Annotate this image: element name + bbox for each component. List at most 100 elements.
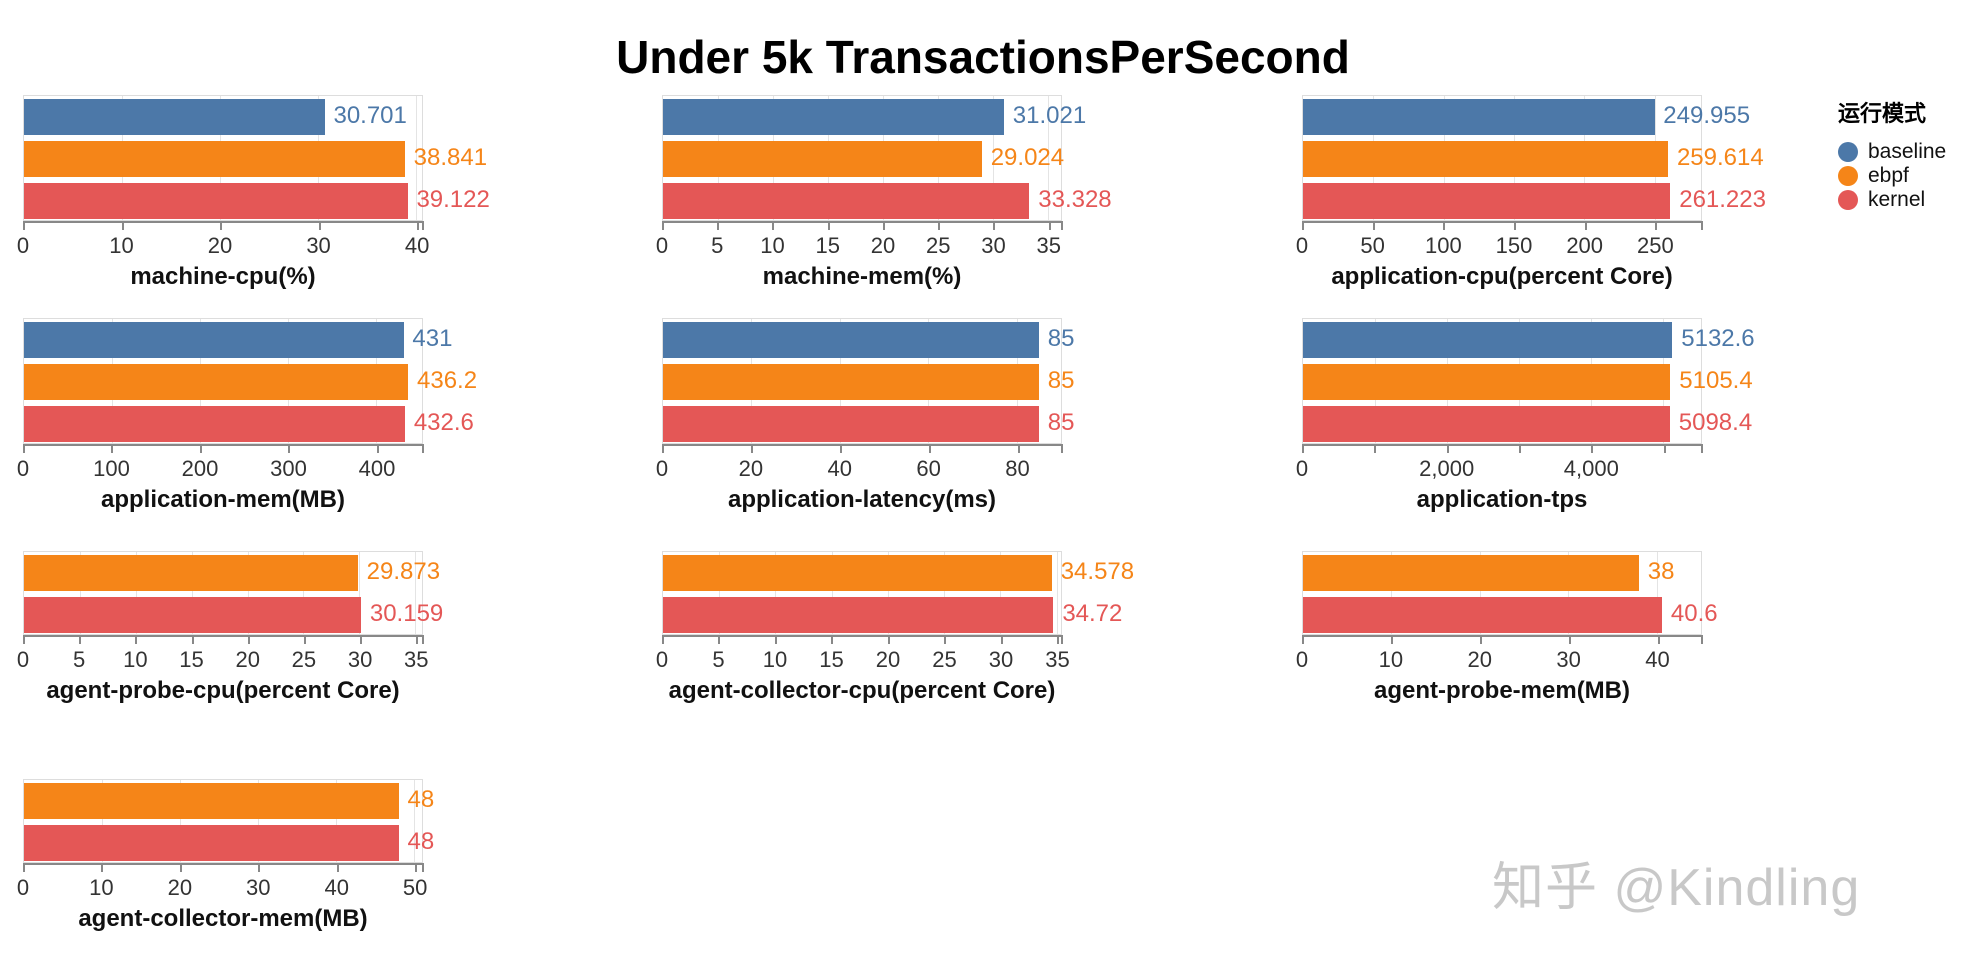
axis-tick <box>23 637 25 644</box>
gridline <box>247 552 249 634</box>
chart-application-cpu(percent Core): 249.955 259.614 261.223 0 50 100 150 200 250 appl… <box>1296 95 1842 301</box>
axis-tick <box>101 865 104 872</box>
watermark: 知乎 @Kindling <box>1492 859 1861 917</box>
tick-label: 40 <box>1645 647 1670 672</box>
bar-baseline <box>663 322 1039 358</box>
axis-tick <box>1390 637 1393 644</box>
axis-tick <box>23 223 25 230</box>
axis-tick <box>303 637 306 644</box>
bar-kernel <box>1303 406 1670 442</box>
x-axis-title: application-tps <box>1416 486 1588 513</box>
gridline <box>336 780 338 862</box>
tick-label: 5 <box>73 647 86 672</box>
value-label-ebpf: 29.024 <box>990 144 1065 171</box>
tick-label: 0 <box>1295 456 1309 481</box>
axis-tick <box>1701 446 1703 453</box>
axis-tick <box>135 637 138 644</box>
bar-baseline <box>24 99 325 135</box>
axis-tick <box>882 223 885 230</box>
tick-label: 30 <box>246 875 271 900</box>
plot-area <box>23 551 423 635</box>
bar-kernel <box>1303 183 1671 219</box>
tick-label: 15 <box>179 647 204 672</box>
x-axis-title: application-latency(ms) <box>727 486 997 513</box>
bar-ebpf <box>663 555 1052 591</box>
axis-tick <box>839 446 842 453</box>
bar-baseline <box>24 322 404 358</box>
bar-ebpf <box>663 364 1039 400</box>
axis-tick <box>993 223 996 230</box>
tick-label: 5 <box>711 233 724 258</box>
axis-tick <box>1372 223 1375 230</box>
tick-label: 20 <box>870 233 896 258</box>
x-axis-title: machine-cpu(%) <box>130 263 316 290</box>
value-label-kernel: 30.159 <box>369 600 444 627</box>
chart-machine-cpu(%): 30.701 38.841 39.122 0 10 20 30 40 machine-cpu(%… <box>17 95 563 301</box>
tick-label: 250 <box>1636 233 1674 258</box>
bar-kernel <box>1303 597 1663 633</box>
x-axis-line <box>1302 444 1703 446</box>
value-label-ebpf: 38.841 <box>413 144 488 171</box>
axis-tick <box>318 223 321 230</box>
axis-tick <box>415 865 418 872</box>
legend-item-ebpf: ebpf <box>1838 164 1946 188</box>
gridline <box>719 552 721 634</box>
tick-label: 50 <box>1360 233 1385 258</box>
axis-tick <box>1017 446 1020 453</box>
axis-tick <box>1657 637 1660 644</box>
axis-tick <box>247 637 250 644</box>
axis-tick <box>662 637 664 644</box>
gridline <box>416 96 418 220</box>
baseline-swatch-icon <box>1838 142 1858 162</box>
bar-ebpf <box>1303 555 1640 591</box>
tick-label: 25 <box>291 647 317 672</box>
tick-label: 200 <box>181 456 219 481</box>
axis-tick <box>417 223 420 230</box>
axis-tick <box>772 223 775 230</box>
value-label-ebpf: 48 <box>407 786 435 813</box>
gridline <box>1656 552 1658 634</box>
legend-item-kernel: kernel <box>1838 188 1946 212</box>
bar-ebpf <box>24 141 405 177</box>
x-axis-title: machine-mem(%) <box>762 263 962 290</box>
tick-label: 0 <box>655 456 669 481</box>
tick-label: 30 <box>347 647 373 672</box>
axis-tick <box>220 223 223 230</box>
axis-tick <box>1443 223 1446 230</box>
tick-label: 0 <box>16 875 30 900</box>
x-axis-title: application-mem(MB) <box>100 486 345 513</box>
tick-label: 35 <box>404 647 429 672</box>
tick-label: 150 <box>1495 233 1533 258</box>
gridline <box>258 780 260 862</box>
plot-area <box>1302 318 1702 444</box>
axis-tick <box>1479 637 1482 644</box>
value-label-kernel: 85 <box>1047 409 1075 436</box>
axis-tick <box>376 446 379 453</box>
tick-label: 400 <box>358 456 396 481</box>
tick-label: 60 <box>916 456 941 481</box>
value-label-baseline: 431 <box>412 325 453 352</box>
axis-tick <box>1514 223 1516 230</box>
bar-ebpf <box>24 364 409 400</box>
tick-label: 0 <box>16 647 30 672</box>
chart-application-latency(ms): 85 85 85 0 20 40 60 80 application-latency(ms) <box>656 318 1202 524</box>
axis-tick <box>1057 637 1060 644</box>
axis-tick <box>1591 446 1594 453</box>
axis-tick <box>179 865 182 872</box>
axis-tick <box>1061 446 1063 453</box>
tick-label: 0 <box>655 233 669 258</box>
axis-tick <box>1568 637 1571 644</box>
bar-baseline <box>1303 99 1655 135</box>
axis-tick <box>422 865 424 872</box>
axis-tick <box>1663 446 1666 453</box>
tick-label: 300 <box>270 456 307 481</box>
gridline <box>1047 96 1049 220</box>
axis-tick <box>1518 446 1521 453</box>
axis-tick <box>258 865 261 872</box>
legend-label: baseline <box>1868 140 1947 163</box>
plot-area <box>23 95 423 221</box>
gridline <box>135 552 137 634</box>
tick-label: 2,000 <box>1419 456 1475 481</box>
axis-tick <box>827 223 830 230</box>
gridline <box>414 780 416 862</box>
